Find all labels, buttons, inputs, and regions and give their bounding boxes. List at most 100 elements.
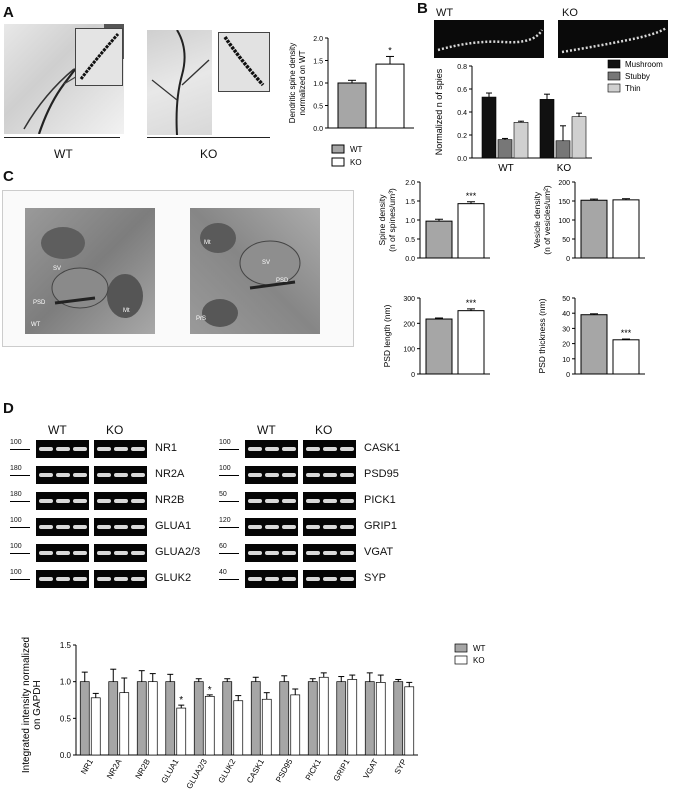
c2-ytick-label-0: 0 [411, 372, 415, 379]
d-left-ko-label: KO [106, 423, 124, 437]
c3-ylabel-line-0: PSD thickness (nm) [537, 298, 547, 373]
c1-ytick-label-3: 150 [558, 199, 570, 206]
em-image-wt: SV PSD Mt WT [25, 208, 155, 334]
b-bar-0-0 [481, 96, 497, 159]
c0-ytick-label-3: 1.5 [405, 199, 415, 206]
dl-band-3-0-1 [56, 525, 70, 529]
d-bar-5-0 [222, 681, 233, 756]
panel-d-label: D [3, 400, 14, 417]
dr-blot-3-ko [303, 518, 356, 536]
b-bar-1-0 [539, 99, 555, 159]
dr-marker-line-0 [219, 449, 239, 450]
dl-blot-1-ko [94, 466, 147, 484]
dl-blot-0-ko [94, 440, 147, 458]
d-bar-2-1 [147, 681, 158, 756]
b-legend-label-0: Mushroom [625, 60, 663, 69]
dr-marker-line-5 [219, 579, 239, 580]
dr-blot-1-wt [245, 466, 298, 484]
dl-band-2-1-1 [114, 499, 128, 503]
chart-spine-types-b: 0.0 0.2 0.4 0.6 0.8 Normalized n of spies WT KO… [434, 59, 663, 174]
dl-blot-4-ko [94, 544, 147, 562]
dl-band-0-0-2 [73, 447, 87, 451]
d-xtick-label-1: NR2A [105, 757, 124, 781]
b-bar-0-1 [497, 139, 513, 159]
c3-ytick-label-5: 50 [562, 296, 570, 303]
em-label-sv-wt: SV [53, 266, 62, 272]
a-ytick-label-1: 0.5 [313, 104, 323, 111]
a-ytick-label-0: 0.0 [313, 126, 323, 133]
d-left-wt-label: WT [48, 423, 67, 437]
dl-protein-name-0: NR1 [155, 442, 178, 454]
dr-band-3-1-1 [323, 525, 337, 529]
c0-ylabel-line-0: Spine density [377, 194, 387, 246]
c-chart-0: 0.0 0.5 1.0 1.5 2.0 Spine density(n of spines… [377, 180, 490, 263]
dr-band-0-0-0 [248, 447, 262, 451]
dl-band-2-0-0 [39, 499, 53, 503]
dr-band-1-0-1 [265, 473, 279, 477]
b-wt-image-label: WT [436, 7, 454, 19]
d-bar-5-1 [233, 700, 244, 756]
dr-band-2-0-1 [265, 499, 279, 503]
dr-band-0-0-2 [282, 447, 296, 451]
dr-band-3-0-2 [282, 525, 296, 529]
c1-ylabel-line-0: Vesicle density [532, 191, 542, 248]
dr-band-0-0-1 [265, 447, 279, 451]
c3-ylabel: PSD thickness (nm) [537, 298, 547, 373]
dl-band-5-0-0 [39, 577, 53, 581]
dl-band-5-0-2 [73, 577, 87, 581]
d-bar-4-1 [204, 695, 215, 756]
d-bar-11-1 [404, 686, 415, 756]
b-ytick-label-2: 0.4 [457, 110, 467, 117]
c3-ytick-label-2: 20 [562, 342, 570, 349]
d-bar-7-0 [279, 681, 290, 756]
dl-marker-1: 180 [10, 465, 22, 472]
dl-blot-0-wt [36, 440, 89, 458]
d-ytick-label-0: 0.0 [60, 751, 72, 760]
a-ylabel: Dendritic spine densitynormalized on WT [288, 43, 307, 123]
d-legend-label-0: WT [473, 644, 486, 653]
c0-ytick-label-2: 1.0 [405, 218, 415, 225]
dl-band-4-1-2 [131, 551, 145, 555]
dr-band-3-0-0 [248, 525, 262, 529]
dr-protein-name-0: CASK1 [364, 442, 401, 454]
a-ylabel-line-0: Dendritic spine density [288, 43, 297, 123]
dl-blot-5-wt [36, 570, 89, 588]
wt-dendrite-inset [75, 28, 123, 86]
c2-ytick-label-3: 300 [403, 296, 415, 303]
dl-band-1-0-2 [73, 473, 87, 477]
c0-sig-1: *** [466, 191, 477, 201]
dr-band-0-1-1 [323, 447, 337, 451]
dl-band-4-0-0 [39, 551, 53, 555]
dr-band-4-1-0 [306, 551, 320, 555]
b-bar-1-2 [571, 116, 587, 159]
d-bar-3-1 [176, 707, 187, 756]
dr-band-1-0-2 [282, 473, 296, 477]
dl-protein-name-4: GLUA2/3 [155, 546, 201, 558]
dr-marker-line-2 [219, 501, 239, 502]
dr-band-4-0-0 [248, 551, 262, 555]
dr-band-1-1-2 [340, 473, 354, 477]
c2-ytick-label-2: 200 [403, 321, 415, 328]
c3-ytick-label-3: 30 [562, 326, 570, 333]
d-xtick-label-2: NR2B [134, 758, 152, 781]
c1-ylabel-line-1: (n of vesicles/um²) [542, 185, 552, 255]
dl-band-4-0-2 [73, 551, 87, 555]
c0-ytick-label-1: 0.5 [405, 237, 415, 244]
d-bar-7-1 [290, 694, 301, 756]
d-xtick-label-10: VGAT [362, 757, 380, 780]
a-legend-label-1: KO [350, 158, 362, 167]
em-image-ko: Mt SV PSD PrS [190, 208, 320, 334]
chart-western-quantification: 0.0 0.5 1.0 1.5 Integrated intensity normali… [21, 637, 486, 791]
panel-c-label: C [3, 168, 14, 185]
c3-bar-1 [612, 339, 640, 375]
d-bar-9-0 [336, 681, 347, 756]
dr-band-5-0-1 [265, 577, 279, 581]
b-bar-0-2 [513, 122, 529, 159]
d-bar-1-0 [108, 681, 119, 756]
ko-dendrite-micrograph [147, 29, 212, 136]
dr-marker-0: 100 [219, 439, 231, 446]
c0-ylabel: Spine density(n of spines/um³) [377, 188, 397, 252]
d-xtick-label-4: GLUA2/3 [185, 757, 210, 790]
dr-band-5-0-2 [282, 577, 296, 581]
dr-blot-0-wt [245, 440, 298, 458]
